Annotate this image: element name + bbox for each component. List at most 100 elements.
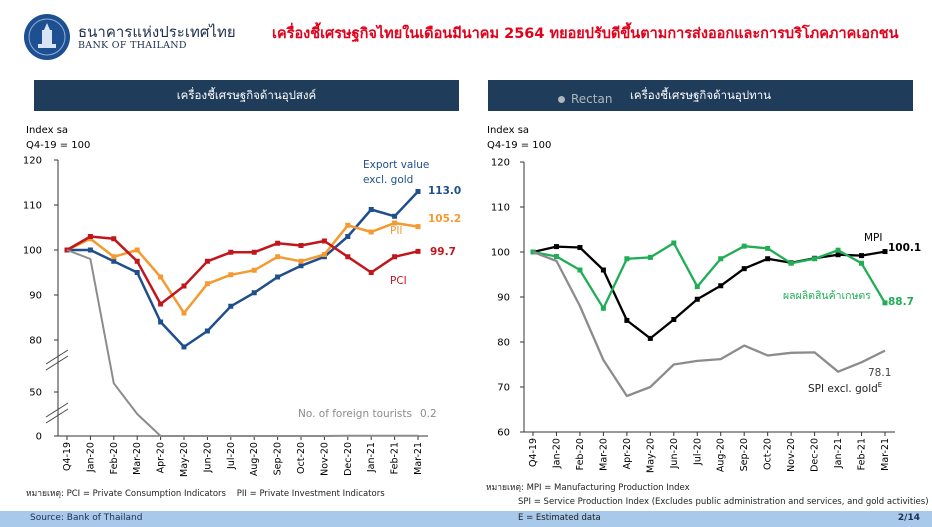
- ghost-placeholder: Rectan: [558, 90, 628, 108]
- left-x-tick-label: Mar-20: [132, 442, 143, 475]
- left-x-tick-label: May-20: [179, 442, 190, 477]
- left-ylabel-line1: Index sa: [26, 125, 69, 136]
- left-series-marker-1: [251, 267, 257, 273]
- right-x-tick-label: Feb-20: [575, 438, 586, 470]
- left-series-marker-2: [181, 283, 187, 289]
- left-series-marker-2: [204, 258, 210, 264]
- left-series-marker-1: [321, 252, 327, 257]
- right-x-tick-label: Jul-20: [692, 438, 703, 466]
- right-series-marker-0: [694, 296, 700, 302]
- left-y-tick-label: 0: [36, 432, 42, 443]
- left-series-name: PCI: [390, 275, 407, 287]
- right-series-line-2: [532, 250, 886, 398]
- left-series-marker-0: [275, 274, 281, 280]
- left-series-marker-0: [87, 247, 93, 253]
- left-x-tick-label: Jul-20: [226, 442, 237, 470]
- left-axis-break-upper: [45, 349, 69, 365]
- right-series-marker-1: [835, 247, 841, 253]
- left-x-tick-label: Jun-20: [202, 442, 213, 473]
- left-series-marker-1: [275, 254, 281, 260]
- left-x-tick-label: Aug-20: [249, 442, 260, 476]
- left-series-marker-1: [368, 229, 374, 235]
- left-x-tick-label: Jan-20: [85, 442, 96, 473]
- right-y-tick-label: 90: [497, 293, 510, 304]
- right-series-marker-1: [788, 260, 794, 266]
- left-series-marker-0: [415, 189, 421, 194]
- right-series-end-label: 78.1: [868, 367, 891, 379]
- left-x-tick-label: Feb-20: [109, 442, 120, 474]
- right-x-tick-label: May-20: [645, 438, 656, 473]
- right-series-marker-1: [694, 284, 700, 290]
- left-series-marker-1: [134, 247, 140, 253]
- right-x-tick-label: Dec-20: [810, 438, 821, 472]
- right-series-marker-0: [577, 245, 583, 250]
- left-series-marker-1: [181, 310, 187, 316]
- right-series-marker-0: [624, 317, 630, 323]
- left-series-end-label: 105.2: [428, 213, 461, 225]
- right-ylabel-line1: Index sa: [487, 125, 530, 136]
- left-axis-break-upper: [45, 355, 69, 371]
- left-series-marker-0: [181, 344, 187, 350]
- left-series-marker-0: [228, 303, 234, 309]
- left-series-marker-2: [345, 254, 351, 260]
- right-y-tick-label: 80: [497, 338, 510, 349]
- right-series-marker-1: [718, 256, 724, 262]
- left-footnote-text: PCI = Private Consumption Indicators PII…: [66, 489, 385, 499]
- left-series-line-0: [67, 190, 419, 349]
- left-series-marker-2: [321, 238, 327, 244]
- left-x-tick-label: Sep-20: [273, 442, 284, 475]
- left-series-end-label: 0.2: [420, 408, 437, 420]
- right-x-tick-label: Aug-20: [716, 438, 727, 472]
- left-series-marker-1: [158, 274, 164, 280]
- left-series-marker-1: [415, 224, 421, 230]
- right-series-marker-0: [671, 317, 677, 322]
- left-series-marker-0: [368, 207, 374, 212]
- left-footnote-prefix: หมายเหตุ:: [26, 489, 64, 499]
- left-y-tick-label: 120: [23, 156, 42, 167]
- left-ylabel: Index sa Q4-19 = 100: [26, 123, 90, 153]
- left-footnote: หมายเหตุ: PCI = Private Consumption Indi…: [26, 486, 385, 500]
- right-x-tick-label: Feb-21: [857, 438, 868, 470]
- left-series-marker-1: [392, 220, 398, 226]
- left-series-end-label: 99.7: [430, 246, 456, 258]
- right-series-marker-1: [577, 267, 583, 273]
- left-series-marker-0: [251, 290, 257, 296]
- left-series-marker-1: [345, 222, 351, 228]
- left-series-marker-1: [298, 258, 304, 264]
- left-x-tick-label: Apr-20: [156, 442, 167, 473]
- right-x-tick-label: Mar-21: [880, 438, 891, 471]
- left-series-marker-0: [298, 263, 304, 269]
- right-y-tick-label: 100: [491, 248, 510, 259]
- right-series-marker-1: [741, 243, 747, 249]
- left-x-tick-label: Nov-20: [319, 442, 330, 476]
- right-y-tick-label: 60: [497, 428, 510, 439]
- right-x-tick-label: Q4-19: [528, 438, 539, 467]
- footer-bar: Source: Bank of Thailand 2/14: [0, 511, 932, 527]
- right-series-marker-1: [647, 254, 653, 260]
- right-x-tick-label: Oct-20: [763, 438, 774, 470]
- right-series-marker-0: [859, 253, 865, 259]
- right-y-tick-label: 120: [491, 158, 510, 169]
- left-series-marker-0: [111, 258, 117, 264]
- right-x-tick-label: Sep-20: [739, 438, 750, 471]
- page-number: 2/14: [897, 513, 920, 523]
- left-series-marker-0: [392, 213, 398, 219]
- left-series-line-2: [66, 235, 419, 306]
- left-x-tick-label: Feb-21: [390, 442, 401, 474]
- right-footnote-estimated: E = Estimated data: [518, 513, 601, 523]
- left-series-marker-1: [204, 281, 210, 287]
- ghost-label: Rectan: [571, 92, 613, 106]
- left-y-tick-label: 110: [23, 201, 42, 212]
- source-note: Source: Bank of Thailand: [30, 513, 143, 523]
- right-series-name: ผลผลิตสินค้าเกษตร: [783, 290, 871, 302]
- right-series-marker-0: [718, 283, 724, 289]
- left-series-marker-2: [87, 234, 93, 239]
- right-series-marker-1: [553, 254, 559, 259]
- left-series-marker-1: [228, 272, 234, 278]
- right-y-tick-label: 70: [497, 383, 510, 394]
- left-series-marker-2: [368, 270, 374, 275]
- left-series-line-1: [66, 221, 419, 315]
- page-headline: เครื่องชี้เศรษฐกิจไทยในเดือนมีนาคม 2564 …: [272, 26, 899, 42]
- right-series-marker-0: [882, 249, 888, 255]
- right-footnote-spi: SPI = Service Production Index (Excludes…: [518, 497, 929, 507]
